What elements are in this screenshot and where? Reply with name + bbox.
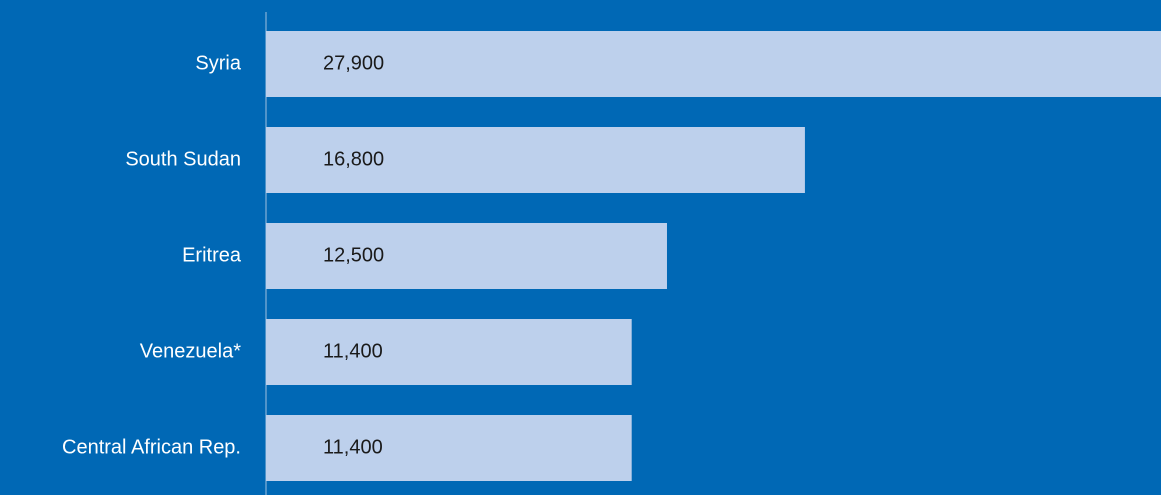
bar [266,415,632,481]
category-label: Eritrea [182,244,242,266]
bar [266,319,632,385]
value-label: 16,800 [323,148,384,170]
bar [266,127,805,193]
bar [266,31,1161,97]
category-label: Syria [195,52,241,74]
value-label: 27,900 [323,52,384,74]
value-label: 11,400 [323,436,383,458]
category-label: South Sudan [125,148,241,170]
category-label: Venezuela* [140,340,241,362]
value-label: 12,500 [323,244,384,266]
category-label: Central African Rep. [62,436,241,458]
bar [266,223,667,289]
value-label: 11,400 [323,340,383,362]
